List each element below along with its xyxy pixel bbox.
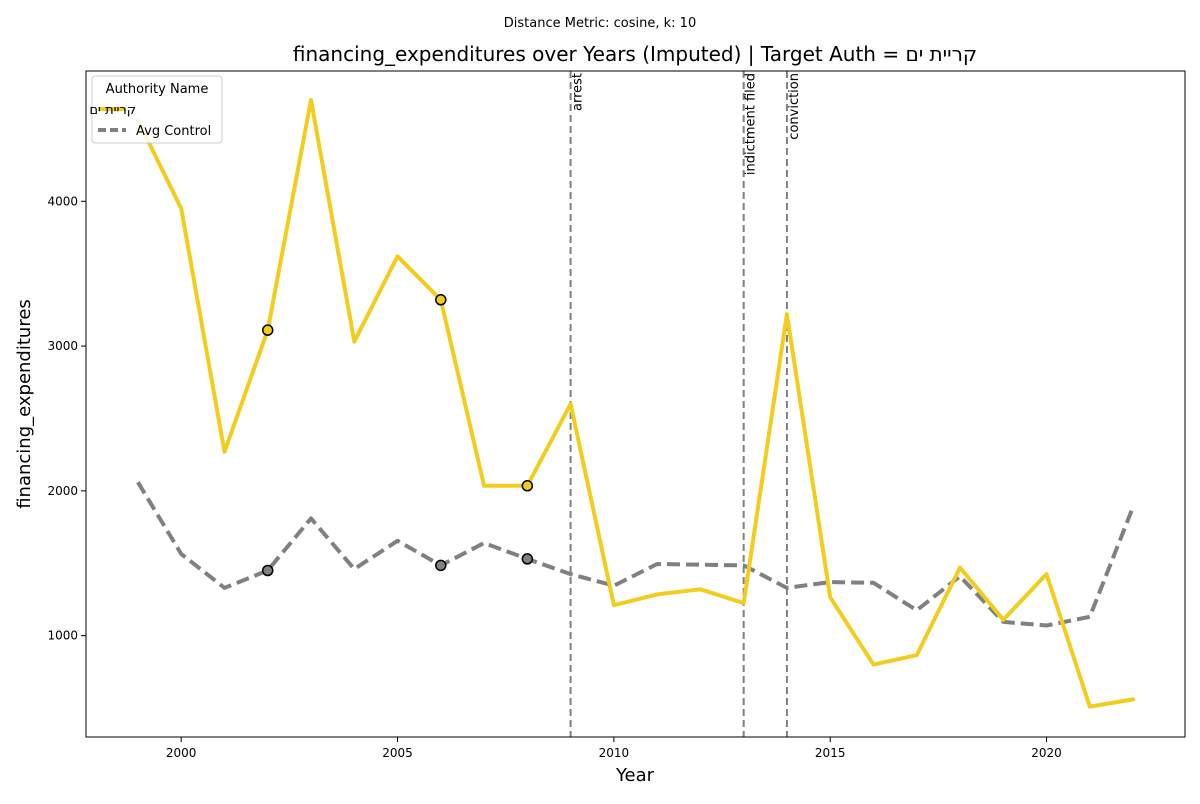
imputed-point-target bbox=[261, 324, 274, 336]
x-axis-label: Year bbox=[615, 765, 655, 786]
event-label: arrest bbox=[571, 73, 586, 111]
y-tick-label: 3000 bbox=[47, 339, 78, 353]
imputed-point-control bbox=[435, 559, 447, 572]
x-tick-label: 2020 bbox=[1031, 746, 1062, 760]
legend-box bbox=[91, 75, 223, 144]
imputed-point-control bbox=[521, 553, 534, 565]
imputed-point-target bbox=[521, 480, 534, 492]
y-tick-label: 1000 bbox=[47, 629, 78, 643]
y-tick-label: 4000 bbox=[47, 194, 78, 208]
imputed-point-target bbox=[435, 294, 447, 306]
legend-title: Authority Name bbox=[106, 82, 209, 97]
plot-area: 2000 2005 2010 2015 2020 1000 2000 3000 4000 arre… bbox=[47, 71, 1136, 760]
imputed-point-control bbox=[261, 564, 274, 577]
x-tick-label: 2005 bbox=[382, 746, 413, 760]
y-tick-label: 2000 bbox=[47, 484, 78, 498]
event-label: conviction bbox=[787, 73, 802, 140]
chart-suptitle: Distance Metric: cosine, k: 10 bbox=[504, 16, 696, 31]
event-label: indictment filed bbox=[744, 73, 759, 175]
series-line-control bbox=[136, 481, 1135, 628]
legend-label-target: קריית ים bbox=[89, 103, 136, 118]
chart-title: financing_expenditures over Years (Imput… bbox=[293, 42, 977, 66]
legend: Authority Name קריית ים Avg Control bbox=[89, 75, 223, 144]
x-tick-label: 2000 bbox=[166, 746, 197, 760]
x-tick-label: 2010 bbox=[599, 746, 630, 760]
legend-label-control: Avg Control bbox=[136, 124, 211, 139]
y-axis-label: financing_expenditures bbox=[14, 299, 35, 509]
plot-frame bbox=[85, 70, 1186, 738]
x-tick-label: 2015 bbox=[815, 746, 846, 760]
series-line-target bbox=[135, 98, 1136, 709]
